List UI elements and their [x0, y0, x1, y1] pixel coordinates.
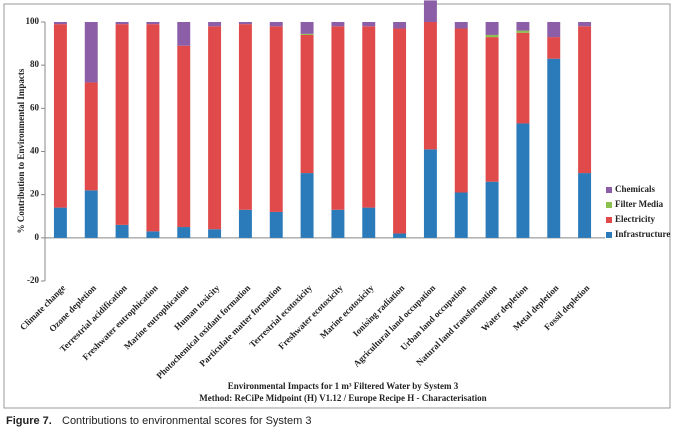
- bar-segment: [177, 45, 191, 228]
- legend-label: Filter Media: [615, 199, 664, 209]
- chart-subtitle: Method: ReCiPe Midpoint (H) V1.12 / Euro…: [199, 393, 486, 403]
- y-tick-label: 100: [26, 16, 40, 26]
- bar-segment: [454, 192, 468, 238]
- bar-segment: [331, 22, 345, 27]
- y-tick-label: 60: [30, 102, 40, 112]
- bar-segment: [485, 22, 499, 35]
- legend-label: Chemicals: [615, 184, 655, 194]
- bar-segment: [578, 26, 592, 174]
- chart-title: Environmental Impacts for 1 m³ Filtered …: [228, 381, 459, 391]
- bar-segment: [115, 22, 129, 25]
- bar-segment: [423, 0, 437, 23]
- bar-segment: [393, 28, 407, 234]
- bar-segment: [208, 22, 222, 27]
- bar-segment: [300, 22, 314, 34]
- bar-segment: [146, 24, 160, 232]
- bar-segment: [177, 227, 191, 238]
- bar-segment: [423, 22, 437, 150]
- bar-segment: [146, 231, 160, 238]
- bar-segment: [208, 26, 222, 230]
- bar-segment: [516, 22, 530, 31]
- bar-segment: [362, 26, 376, 208]
- bar-segment: [115, 224, 129, 238]
- bar-segment: [84, 82, 98, 191]
- bar-segment: [578, 22, 592, 27]
- bar-segment: [516, 123, 530, 238]
- bar-segment: [300, 34, 314, 174]
- y-tick-label: -20: [27, 275, 39, 285]
- bar-segment: [485, 34, 499, 38]
- bar-segment: [238, 209, 252, 238]
- bar-segment: [238, 24, 252, 210]
- caption-text: Contributions to environmental scores fo…: [62, 415, 311, 427]
- bar-segment: [362, 22, 376, 27]
- bar-segment: [53, 22, 67, 25]
- bar-segment: [423, 149, 437, 238]
- bar-segment: [238, 22, 252, 25]
- legend-swatch: [606, 202, 612, 208]
- bar-segment: [578, 173, 592, 238]
- bar-segment: [269, 26, 283, 212]
- y-tick-label: 40: [30, 146, 40, 156]
- bar-segment: [393, 22, 407, 29]
- bar-segment: [331, 209, 345, 238]
- bar-segment: [393, 233, 407, 238]
- legend-label: Electricity: [615, 214, 655, 224]
- bar-segment: [547, 37, 561, 59]
- y-tick-label: 20: [30, 189, 40, 199]
- y-axis-label: % Contribution to Environmental Impacts: [16, 68, 26, 233]
- bar-segment: [331, 26, 345, 210]
- legend-swatch: [606, 232, 612, 238]
- y-tick-label: 0: [35, 232, 40, 242]
- y-tick-label: 80: [30, 59, 40, 69]
- bar-segment: [547, 58, 561, 238]
- bar-segment: [485, 181, 499, 238]
- bar-segment: [84, 22, 98, 83]
- bar-segment: [53, 207, 67, 238]
- legend-swatch: [606, 187, 612, 193]
- bar-segment: [208, 229, 222, 238]
- bar-segment: [53, 24, 67, 208]
- legend-swatch: [606, 217, 612, 223]
- bar-segment: [269, 22, 283, 27]
- bar-segment: [300, 33, 314, 35]
- bar-segment: [146, 22, 160, 25]
- bar-segment: [300, 173, 314, 238]
- bar-segment: [454, 22, 468, 29]
- bar-segment: [547, 22, 561, 38]
- bar-segment: [269, 211, 283, 238]
- bar-segment: [485, 37, 499, 182]
- bar-segment: [362, 207, 376, 238]
- caption-label: Figure 7.: [6, 415, 52, 427]
- bar-segment: [84, 190, 98, 238]
- bar-segment: [516, 30, 530, 33]
- bar-segment: [115, 24, 129, 225]
- bar-segment: [177, 22, 191, 46]
- legend-label: Infrastructure: [615, 229, 670, 239]
- bar-segment: [516, 32, 530, 124]
- bar-segment: [454, 28, 468, 193]
